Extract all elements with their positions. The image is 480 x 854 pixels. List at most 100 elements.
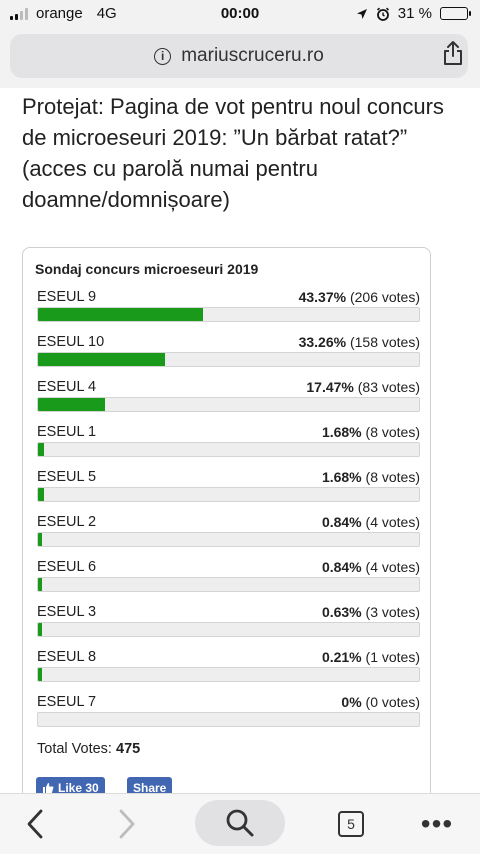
poll-answer: ESEUL 9 43.37% (206 votes) [37,288,420,333]
answer-bar-fill [38,443,45,456]
answer-votes: (206 votes) [349,289,420,305]
poll-answer: ESEUL 3 0.63% (3 votes) [37,603,420,648]
answer-percent: 33.26% [298,334,347,350]
answer-votes: (3 votes) [365,604,420,620]
poll-answers: ESEUL 9 43.37% (206 votes) ESEUL 10 33.26% … [37,288,420,738]
poll-title: Sondaj concurs microeseuri 2019 [35,261,259,277]
answer-percent: 1.68% [321,424,362,440]
answer-bar [37,667,420,682]
chevron-left-icon [27,809,43,839]
answer-percent: 17.47% [306,379,354,395]
back-button[interactable] [18,804,52,844]
tab-count: 5 [338,811,364,837]
answer-bar [37,577,420,592]
location-arrow-icon [356,8,367,19]
signal-icon [10,7,28,20]
more-icon: ••• [420,808,454,839]
answer-bar-fill [38,308,204,321]
answer-stats: 0.21% (1 votes) [322,649,420,665]
battery-percent: 31 % [397,5,432,22]
answer-percent: 0.63% [321,604,362,620]
poll-answer: ESEUL 4 17.47% (83 votes) [37,378,420,423]
poll-answer: ESEUL 1 1.68% (8 votes) [37,423,420,468]
like-label: Like 30 [58,781,99,795]
answer-bar-fill [38,668,42,681]
total-votes: Total Votes: 475 [37,741,140,757]
answer-stats: 33.26% (158 votes) [299,334,420,350]
poll-answer: ESEUL 8 0.21% (1 votes) [37,648,420,693]
page-title: Protejat: Pagina de vot pentru noul conc… [22,94,444,212]
browser-toolbar: 5 ••• [0,793,480,854]
answer-bar [37,712,420,727]
answer-percent: 0.84% [321,514,362,530]
answer-name: ESEUL 9 [37,289,97,305]
answer-bar-fill [38,398,105,411]
answer-name: ESEUL 3 [37,604,97,620]
answer-stats: 0.84% (4 votes) [322,514,420,530]
answer-name: ESEUL 4 [37,379,97,395]
poll-answer: ESEUL 5 1.68% (8 votes) [37,468,420,513]
answer-percent: 0% [341,694,362,710]
forward-button[interactable] [110,804,144,844]
answer-name: ESEUL 6 [37,559,97,575]
answer-stats: 1.68% (8 votes) [322,469,420,485]
thumbs-up-icon [43,783,54,793]
more-menu-button[interactable]: ••• [414,804,460,844]
answer-name: ESEUL 5 [37,469,97,485]
answer-bar-fill [38,578,42,591]
answer-votes: (8 votes) [365,469,420,485]
answer-votes: (1 votes) [365,649,420,665]
answer-stats: 17.47% (83 votes) [306,379,420,395]
answer-stats: 0.84% (4 votes) [322,559,420,575]
poll-widget: Sondaj concurs microeseuri 2019 ESEUL 9 4… [22,247,431,807]
clock: 00:00 [220,5,260,22]
search-button[interactable] [195,800,285,846]
answer-name: ESEUL 1 [37,424,97,440]
info-icon[interactable]: i [154,47,172,65]
answer-name: ESEUL 2 [37,514,97,530]
answer-bar [37,352,420,367]
status-left: orange 4G [10,5,117,22]
total-votes-value: 475 [116,741,141,757]
answer-stats: 1.68% (8 votes) [322,424,420,440]
answer-percent: 0.21% [321,649,362,665]
browser-address-area: i mariuscruceru.ro [0,30,480,88]
answer-percent: 1.68% [321,469,362,485]
answer-votes: (0 votes) [365,694,420,710]
url-text: mariuscruceru.ro [181,45,324,66]
answer-stats: 0% (0 votes) [341,694,420,710]
answer-percent: 0.84% [321,559,362,575]
answer-name: ESEUL 10 [37,334,105,350]
status-right: 31 % [356,5,471,22]
tabs-button[interactable]: 5 [334,804,368,844]
answer-bar [37,397,420,412]
answer-bar-fill [38,488,45,501]
answer-stats: 43.37% (206 votes) [299,289,420,305]
answer-bar [37,532,420,547]
answer-bar-fill [38,533,42,546]
share-icon[interactable] [442,40,464,66]
poll-answer: ESEUL 10 33.26% (158 votes) [37,333,420,378]
answer-bar [37,622,420,637]
answer-votes: (4 votes) [365,514,420,530]
total-votes-label: Total Votes: [37,741,112,757]
chevron-right-icon [119,809,135,839]
answer-bar-fill [38,353,165,366]
alarm-icon [376,7,389,21]
answer-percent: 43.37% [298,289,347,305]
address-bar[interactable]: i mariuscruceru.ro [10,34,468,78]
carrier-name: orange [36,5,83,22]
answer-votes: (158 votes) [349,334,420,350]
poll-answer: ESEUL 6 0.84% (4 votes) [37,558,420,603]
answer-bar [37,487,420,502]
answer-name: ESEUL 7 [37,694,97,710]
search-icon [226,809,254,837]
answer-stats: 0.63% (3 votes) [322,604,420,620]
answer-votes: (4 votes) [365,559,420,575]
answer-bar [37,307,420,322]
poll-answer: ESEUL 7 0% (0 votes) [37,693,420,738]
poll-answer: ESEUL 2 0.84% (4 votes) [37,513,420,558]
answer-votes: (8 votes) [365,424,420,440]
battery-icon [440,7,471,20]
network-type: 4G [96,5,117,22]
